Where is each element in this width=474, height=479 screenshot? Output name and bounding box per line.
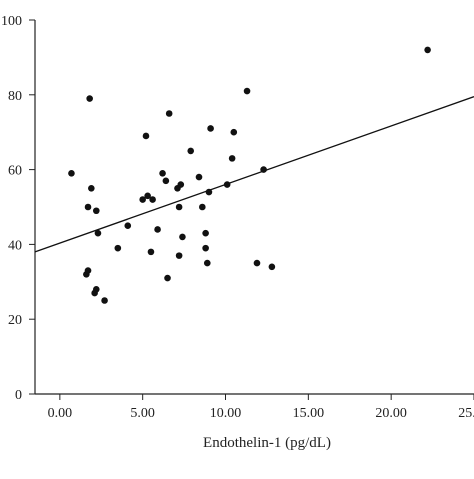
data-point xyxy=(195,173,203,181)
data-point xyxy=(159,170,166,177)
y-tick-label: 0 xyxy=(15,388,22,403)
data-point xyxy=(207,125,214,132)
data-point xyxy=(86,95,93,102)
data-point xyxy=(175,252,183,259)
data-point xyxy=(199,203,206,211)
data-point xyxy=(139,196,146,203)
data-point xyxy=(94,229,102,237)
data-point xyxy=(124,222,132,229)
data-point xyxy=(260,166,267,173)
data-point xyxy=(223,181,231,188)
data-point xyxy=(424,46,431,54)
data-point xyxy=(179,233,186,241)
data-point xyxy=(84,267,92,274)
data-point xyxy=(203,259,211,267)
y-tick-label: 80 xyxy=(8,89,22,104)
data-point xyxy=(165,110,173,117)
data-point xyxy=(175,203,183,211)
data-point xyxy=(228,155,236,162)
y-tick-label: 40 xyxy=(8,238,22,253)
data-point xyxy=(149,196,156,203)
data-point xyxy=(154,226,161,233)
x-tick-label: 25.00 xyxy=(458,406,474,421)
data-point xyxy=(268,263,276,271)
data-point xyxy=(101,297,108,304)
y-tick-label: 100 xyxy=(1,14,22,29)
data-point xyxy=(162,177,170,185)
x-tick-label: 15.00 xyxy=(293,406,325,421)
data-point xyxy=(164,274,171,282)
data-point xyxy=(177,181,185,188)
data-point xyxy=(114,244,122,252)
data-point xyxy=(202,244,209,252)
x-tick-label: 10.00 xyxy=(210,406,242,421)
data-point xyxy=(147,248,155,256)
x-tick-label: 20.00 xyxy=(375,406,407,421)
data-point xyxy=(187,147,195,155)
data-point xyxy=(230,128,238,136)
data-point xyxy=(68,170,75,177)
points-layer xyxy=(68,46,431,304)
x-tick-label: 5.00 xyxy=(130,406,155,421)
axes-layer xyxy=(34,20,474,395)
data-point xyxy=(243,87,251,95)
data-point xyxy=(144,192,151,200)
data-point xyxy=(84,203,92,211)
data-point xyxy=(92,285,100,293)
x-tick-label: 0.00 xyxy=(48,406,73,421)
data-point xyxy=(88,185,95,192)
y-tick-label: 60 xyxy=(8,164,22,179)
data-point xyxy=(92,207,100,215)
trendline-layer xyxy=(34,96,474,253)
ticks-layer: 0.00 5.00 10.00 15.00 20.00 25.00 0 20 40 60 80 100 xyxy=(1,14,474,421)
data-point xyxy=(202,229,209,237)
regression-line xyxy=(34,96,474,253)
data-point xyxy=(142,132,150,140)
y-tick-label: 20 xyxy=(8,313,22,328)
data-point xyxy=(253,259,261,267)
x-axis-title: Endothelin-1 (pg/dL) xyxy=(203,435,331,451)
data-point xyxy=(205,188,213,196)
